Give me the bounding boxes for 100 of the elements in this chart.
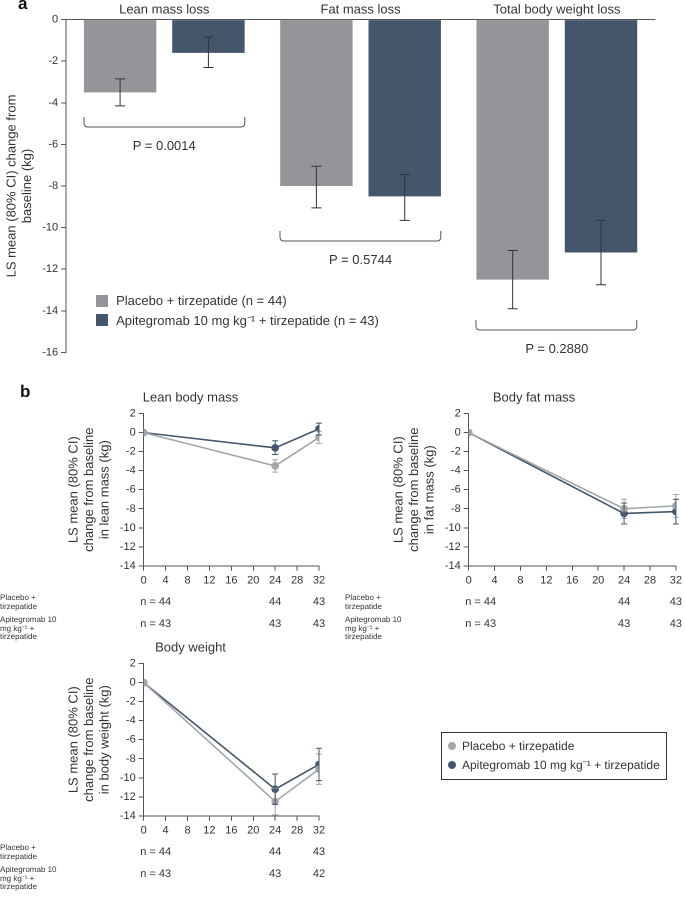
y-tick-label: -12 bbox=[42, 263, 58, 276]
y-axis-title: LS mean (80% CI) change from baseline in lean mass (kg) bbox=[65, 428, 112, 552]
y-tick-label: 2 bbox=[130, 408, 136, 420]
x-tick-label: 20 bbox=[592, 574, 604, 586]
y-tick-label: -12 bbox=[120, 540, 136, 553]
y-tick-label: -2 bbox=[126, 696, 136, 708]
text: 43 bbox=[312, 596, 326, 608]
text: n = 44 bbox=[140, 846, 172, 858]
text: Apitegromab 10 mg kg⁻¹ + tirzepatide bbox=[0, 865, 58, 892]
y-tick-label: -14 bbox=[120, 810, 136, 822]
x-tick-label: Fat mass loss bbox=[320, 1, 402, 16]
y-tick-label: -8 bbox=[48, 180, 58, 192]
legend-label: Placebo + tirzepatide bbox=[462, 739, 574, 754]
x-tick-label: 24 bbox=[269, 574, 282, 586]
text: n = 44 bbox=[140, 596, 172, 608]
x-tick-label: 0 bbox=[140, 824, 147, 836]
x-tick-label: Total body weight loss bbox=[493, 1, 621, 16]
text: a bbox=[18, 0, 28, 14]
chart-title: Body fat mass bbox=[492, 389, 576, 404]
text: 43 bbox=[269, 868, 282, 880]
text: Placebo + tirzepatide bbox=[0, 843, 38, 861]
x-tick-label: 0 bbox=[466, 574, 472, 586]
x-tick-label: 4 bbox=[162, 574, 169, 586]
x-tick-label: 20 bbox=[247, 824, 260, 836]
text: Placebo + tirzepatide bbox=[345, 593, 383, 611]
y-tick-label: -2 bbox=[126, 446, 136, 458]
text: 43 bbox=[670, 596, 682, 608]
x-tick-label: 4 bbox=[492, 574, 498, 586]
y-tick-label: -6 bbox=[450, 484, 461, 496]
text: 44 bbox=[269, 846, 282, 858]
y-tick-label: -14 bbox=[120, 560, 136, 572]
y-axis-title: LS mean (80% CI) change from baseline in fat mass (kg) bbox=[390, 428, 437, 552]
annotation: P = 0.0014 bbox=[132, 138, 196, 153]
text: 43 bbox=[312, 618, 326, 630]
text: Apitegromab 10 mg kg⁻¹ + tirzepatide bbox=[0, 615, 58, 642]
legend-label: Apitegromab 10 mg kg⁻¹ + tirzepatide bbox=[462, 757, 660, 774]
y-tick-label: -10 bbox=[444, 522, 461, 534]
text: n = 43 bbox=[140, 868, 172, 880]
text: 44 bbox=[618, 596, 630, 608]
y-tick-label: -4 bbox=[126, 714, 136, 727]
y-tick-label: -8 bbox=[126, 502, 136, 515]
y-tick-label: -12 bbox=[120, 790, 136, 803]
y-tick-label: -10 bbox=[42, 222, 58, 234]
y-axis-title: LS mean (80% CI) change from baseline (kg) bbox=[3, 94, 34, 278]
text: 42 bbox=[312, 868, 326, 880]
y-tick-label: -10 bbox=[120, 522, 136, 534]
chart-title: Body weight bbox=[155, 639, 226, 654]
y-tick-label: -14 bbox=[444, 560, 461, 572]
y-tick-label: -4 bbox=[450, 464, 461, 477]
text: 43 bbox=[312, 846, 326, 858]
y-tick-label: 0 bbox=[454, 426, 461, 439]
x-tick-label: 28 bbox=[644, 574, 656, 586]
y-tick-label: -4 bbox=[48, 96, 58, 109]
x-tick-label: 0 bbox=[140, 574, 147, 586]
y-tick-label: -6 bbox=[48, 138, 58, 150]
x-tick-label: 16 bbox=[225, 574, 238, 586]
text: 43 bbox=[670, 618, 682, 630]
y-tick-label: -12 bbox=[444, 540, 461, 553]
y-tick-label: -8 bbox=[126, 752, 136, 765]
x-tick-label: 8 bbox=[517, 574, 524, 586]
y-tick-label: -16 bbox=[42, 346, 58, 358]
x-tick-label: 20 bbox=[247, 574, 260, 586]
x-tick-label: 28 bbox=[290, 574, 304, 586]
y-tick-label: 2 bbox=[130, 658, 136, 670]
text: 43 bbox=[618, 618, 630, 630]
x-tick-label: 12 bbox=[540, 574, 553, 586]
text: n = 43 bbox=[140, 618, 172, 630]
y-tick-label: 2 bbox=[454, 408, 461, 420]
y-tick-label: 0 bbox=[52, 14, 58, 26]
x-tick-label: 32 bbox=[312, 824, 326, 836]
x-tick-label: 8 bbox=[184, 824, 191, 836]
y-tick-label: -14 bbox=[42, 304, 58, 317]
text: b bbox=[20, 382, 30, 402]
x-tick-label: 4 bbox=[162, 824, 169, 836]
y-tick-label: -4 bbox=[126, 464, 136, 477]
y-tick-label: -2 bbox=[48, 55, 58, 68]
x-tick-label: 16 bbox=[566, 574, 578, 586]
text: 43 bbox=[269, 618, 282, 630]
x-tick-label: 12 bbox=[203, 824, 216, 836]
annotation: P = 0.5744 bbox=[329, 252, 392, 268]
annotation: P = 0.2880 bbox=[525, 340, 588, 356]
y-tick-label: -2 bbox=[450, 446, 461, 458]
text: Apitegromab 10 mg kg⁻¹ + tirzepatide bbox=[345, 615, 402, 642]
x-tick-label: 32 bbox=[670, 574, 682, 586]
x-tick-label: Lean mass loss bbox=[119, 1, 210, 16]
y-tick-label: -6 bbox=[126, 484, 136, 496]
y-axis-title: LS mean (80% CI) change from baseline in body weight (kg) bbox=[65, 678, 112, 802]
y-tick-label: 0 bbox=[130, 676, 136, 689]
y-tick-label: -10 bbox=[120, 772, 136, 784]
y-tick-label: 0 bbox=[130, 426, 136, 439]
text: n = 44 bbox=[465, 596, 496, 608]
x-tick-label: 12 bbox=[203, 574, 216, 586]
text: n = 43 bbox=[465, 618, 496, 630]
legend-label: Placebo + tirzepatide (n = 44) bbox=[116, 293, 287, 308]
y-tick-label: -6 bbox=[126, 734, 136, 746]
y-tick-label: -8 bbox=[450, 502, 461, 515]
chart-title: Lean body mass bbox=[142, 389, 239, 404]
legend-label: Apitegromab 10 mg kg⁻¹ + tirzepatide (n = 43) bbox=[116, 312, 379, 330]
x-tick-label: 32 bbox=[312, 574, 326, 586]
x-tick-label: 24 bbox=[618, 574, 630, 586]
